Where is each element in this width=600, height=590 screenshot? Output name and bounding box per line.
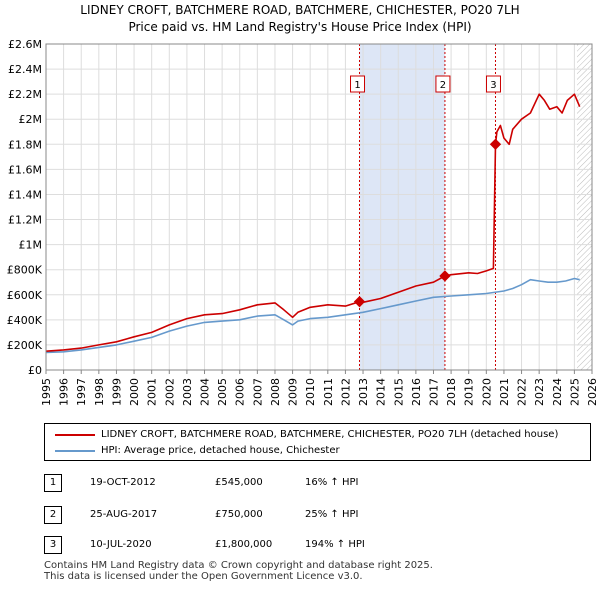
x-tick-label: 2004 [199, 378, 212, 406]
price-chart: 1 2 3 £0 £200K £400K £600K £800K £1M £1.2M £1.4M £1… [7, 38, 599, 406]
legend-swatch-property [55, 434, 95, 436]
transaction-date: 25-AUG-2017 [90, 509, 158, 520]
transaction-hpi: 194% ↑ HPI [305, 539, 365, 550]
transaction-hpi: 16% ↑ HPI [305, 477, 359, 488]
legend: LIDNEY CROFT, BATCHMERE ROAD, BATCHMERE,… [44, 423, 591, 461]
legend-label-property: LIDNEY CROFT, BATCHMERE ROAD, BATCHMERE,… [101, 429, 559, 440]
chart-title: LIDNEY CROFT, BATCHMERE ROAD, BATCHMERE,… [0, 2, 600, 36]
footer-line-2: This data is licensed under the Open Gov… [44, 571, 363, 582]
transaction-number: 2 [44, 506, 62, 524]
transaction-price: £750,000 [215, 509, 263, 520]
x-tick-label: 2023 [533, 378, 546, 406]
x-tick-label: 2005 [216, 378, 229, 406]
y-tick-label: £1.8M [8, 138, 42, 151]
marker-label-box [435, 75, 451, 93]
sale-point-marker [353, 296, 366, 308]
marker-label: 2 [440, 80, 446, 91]
x-tick-label: 2000 [128, 378, 141, 406]
transaction-number: 1 [44, 474, 62, 492]
transaction-hpi: 25% ↑ HPI [305, 509, 359, 520]
transaction-row: 2 25-AUG-2017 £750,000 25% ↑ HPI [0, 505, 600, 527]
footer-line-1: Contains HM Land Registry data © Crown c… [44, 560, 433, 571]
x-tick-label: 2012 [339, 378, 352, 406]
x-tick-label: 2014 [375, 378, 388, 406]
x-tick-label: 2024 [551, 378, 564, 406]
plot-frame [45, 43, 593, 371]
transaction-number: 3 [44, 536, 62, 554]
y-tick-label: £0 [28, 364, 42, 377]
transaction-row: 1 19-OCT-2012 £545,000 16% ↑ HPI [0, 473, 600, 495]
title-line-1: LIDNEY CROFT, BATCHMERE ROAD, BATCHMERE,… [80, 3, 520, 17]
legend-swatch-hpi [55, 450, 95, 452]
x-tick-label: 2001 [146, 378, 159, 406]
x-tick-label: 2018 [445, 378, 458, 406]
x-tick-label: 1999 [110, 378, 123, 406]
x-tick-label: 2015 [392, 378, 405, 406]
x-tick-label: 2021 [498, 378, 511, 406]
x-tick-label: 2008 [269, 378, 282, 406]
x-tick-label: 2022 [516, 378, 529, 406]
x-tick-label: 2016 [410, 378, 423, 406]
y-tick-label: £1.4M [8, 188, 42, 201]
y-tick-label: £2.2M [8, 88, 42, 101]
transaction-date: 10-JUL-2020 [90, 539, 152, 550]
x-tick-label: 1997 [75, 378, 88, 406]
y-tick-label: £800K [7, 264, 43, 277]
y-tick-label: £600K [7, 289, 43, 302]
y-tick-label: £400K [7, 314, 43, 327]
marker-label: 1 [354, 80, 360, 91]
transaction-row: 3 10-JUL-2020 £1,800,000 194% ↑ HPI [0, 535, 600, 557]
x-tick-label: 1998 [93, 378, 106, 406]
x-tick-label: 2006 [234, 378, 247, 406]
x-tick-label: 2026 [586, 378, 599, 406]
hpi-line [45, 277, 580, 354]
x-tick-label: 2009 [287, 378, 300, 406]
x-tick-label: 2002 [163, 378, 176, 406]
forecast-region [577, 44, 592, 370]
x-tick-label: 2007 [251, 378, 264, 406]
x-tick-label: 1995 [40, 378, 53, 406]
property-line [45, 93, 581, 352]
transaction-price: £1,800,000 [215, 539, 273, 550]
y-tick-label: £1.6M [8, 163, 42, 176]
x-tick-label: 2013 [357, 378, 370, 406]
y-tick-label: £2.6M [8, 38, 42, 51]
x-tick-label: 2020 [480, 378, 493, 406]
title-line-2: Price paid vs. HM Land Registry's House … [128, 20, 472, 34]
marker-label: 3 [490, 80, 496, 91]
transaction-price: £545,000 [215, 477, 263, 488]
x-tick-label: 2003 [181, 378, 194, 406]
marker-label-box [485, 75, 501, 93]
x-tick-label: 2011 [322, 378, 335, 406]
x-tick-label: 2010 [304, 378, 317, 406]
x-tick-label: 1996 [58, 378, 71, 406]
x-tick-label: 2025 [568, 378, 581, 406]
footer: Contains HM Land Registry data © Crown c… [44, 560, 433, 582]
x-tick-label: 2019 [463, 378, 476, 406]
sale-point-marker [439, 270, 451, 282]
y-tick-label: £2M [19, 113, 43, 126]
y-tick-label: £200K [7, 339, 43, 352]
y-tick-label: £1M [19, 239, 43, 252]
sale-point-marker [489, 138, 502, 150]
shaded-period [359, 44, 445, 370]
legend-label-hpi: HPI: Average price, detached house, Chic… [101, 445, 340, 456]
transaction-date: 19-OCT-2012 [90, 477, 156, 488]
y-tick-label: £1.2M [8, 214, 42, 227]
y-tick-label: £2.4M [8, 63, 42, 76]
marker-label-box [350, 75, 366, 93]
x-tick-label: 2017 [427, 378, 440, 406]
